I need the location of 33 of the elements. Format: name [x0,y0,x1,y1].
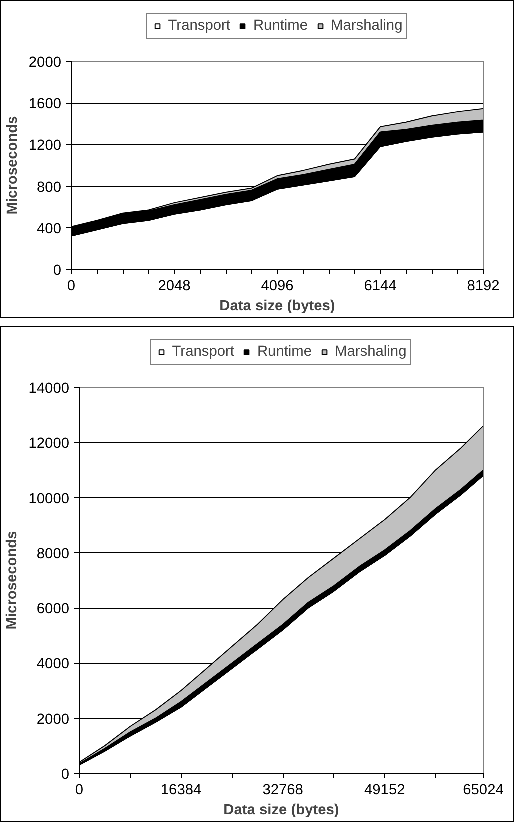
x-tick-label: 65024 [463,782,504,798]
y-tick-label: 2000 [28,55,62,71]
x-tick-label: 49152 [364,782,406,798]
legend-label: Marshaling [335,344,407,360]
x-tick-label: 16384 [160,782,202,798]
x-tick-label: 8192 [467,278,500,294]
y-tick-label: 800 [37,180,62,196]
x-axis-title: Data size (bytes) [224,802,340,818]
legend-label: Runtime [257,344,312,360]
legend-label: Marshaling [331,18,403,34]
legend-label: Transport [168,18,230,34]
legend-label: Transport [172,344,234,360]
y-tick-label: 1200 [28,138,62,154]
x-axis-title: Data size (bytes) [220,298,336,314]
y-tick-label: 2000 [36,712,70,728]
y-tick-label: 4000 [36,656,70,673]
y-tick-label: 0 [61,767,70,783]
y-tick-label: 0 [53,263,62,279]
y-tick-label: 8000 [36,546,70,562]
y-tick-label: 400 [37,221,62,238]
y-tick-label: 6000 [36,602,70,618]
y-axis-title: Microseconds [4,531,21,630]
y-tick-label: 10000 [28,491,70,508]
legend-label: Runtime [253,18,308,34]
x-tick-label: 32768 [262,782,304,798]
y-tick-label: 12000 [28,436,70,452]
x-tick-label: 6144 [364,278,397,294]
x-tick-label: 0 [75,782,84,798]
y-tick-label: 14000 [28,381,70,397]
x-tick-label: 4096 [261,278,294,294]
y-tick-label: 1600 [28,96,62,113]
x-tick-label: 2048 [158,278,191,294]
y-axis-title: Microseconds [4,116,21,215]
